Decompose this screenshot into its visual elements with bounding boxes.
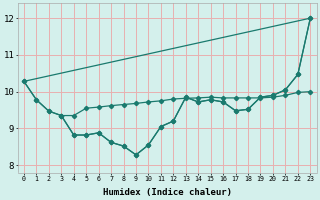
- X-axis label: Humidex (Indice chaleur): Humidex (Indice chaleur): [103, 188, 232, 197]
